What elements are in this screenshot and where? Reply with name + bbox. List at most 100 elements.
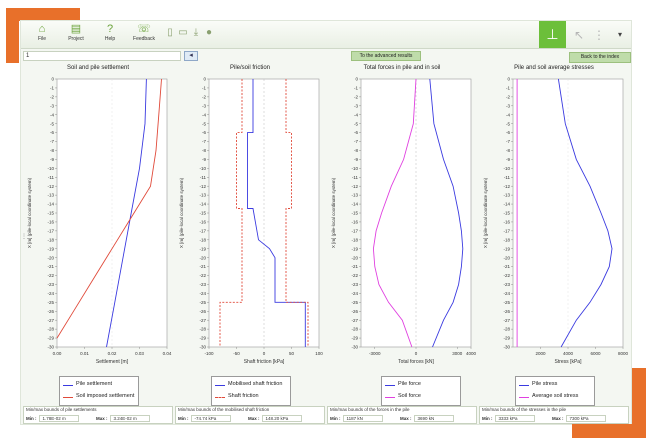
y-tick-label: -15 bbox=[351, 211, 358, 216]
y-tick-label: -13 bbox=[351, 193, 358, 198]
bounds-title: Min/max bounds of the mobilised shaft fr… bbox=[178, 407, 270, 412]
y-tick-label: -3 bbox=[50, 103, 54, 108]
y-tick-label: 0 bbox=[51, 77, 54, 82]
y-tick-label: -6 bbox=[354, 130, 358, 135]
y-tick-label: -4 bbox=[354, 112, 358, 117]
max-label: Max : bbox=[248, 416, 260, 421]
decorative-corner-bottom-right bbox=[572, 424, 646, 438]
min-value: 3333 kPa bbox=[494, 415, 535, 422]
series-line-mobilised-shaft-friction bbox=[247, 79, 306, 347]
previous-button[interactable]: ◂ bbox=[184, 51, 198, 61]
y-tick-label: -25 bbox=[351, 300, 358, 305]
y-tick-label: -18 bbox=[351, 237, 358, 242]
series-line-pile-stress bbox=[557, 78, 613, 348]
y-tick-label: -1 bbox=[202, 86, 206, 91]
home-icon: ⌂ bbox=[38, 23, 46, 35]
series-line-soil-imposed-settlement bbox=[56, 78, 162, 339]
y-tick-label: -17 bbox=[351, 228, 358, 233]
feedback-button[interactable]: ☏ Feedback bbox=[129, 23, 159, 47]
y-tick-label: -9 bbox=[506, 157, 510, 162]
legend-swatch-mobilised bbox=[215, 385, 225, 386]
bounds-min: Min : -74.74 kPa bbox=[178, 415, 231, 422]
min-value: 1.78E-02 m bbox=[38, 415, 79, 422]
y-tick-label: -10 bbox=[47, 166, 54, 171]
app-window: ⌂ File ▤ Project ? Help ☏ Feedback ▯ ▭ ⤓… bbox=[20, 20, 632, 425]
pile-icon[interactable]: ⊥ bbox=[539, 21, 566, 48]
y-tick-label: -12 bbox=[47, 184, 54, 189]
x-tick-label: 4000 bbox=[563, 351, 574, 356]
stresses-bounds-panel: Min/max bounds of the stresses in the pi… bbox=[479, 406, 629, 424]
x-tick-label: 0.03 bbox=[135, 351, 144, 356]
y-tick-label: -26 bbox=[503, 309, 510, 314]
settings-icon[interactable]: ⋮ bbox=[593, 28, 605, 42]
y-tick-label: -26 bbox=[199, 309, 206, 314]
y-tick-label: -27 bbox=[351, 318, 358, 323]
legend-swatch-shaft bbox=[215, 397, 225, 398]
x-tick-label: 0 bbox=[263, 351, 266, 356]
chart-title: Pile/soil friction bbox=[229, 65, 270, 71]
y-tick-label: -29 bbox=[199, 336, 206, 341]
y-tick-label: -3 bbox=[506, 103, 510, 108]
x-tick-label: 0.02 bbox=[108, 351, 117, 356]
y-tick-label: -19 bbox=[199, 246, 206, 251]
settlement-chart: Soil and pile settlement 0 -1 -2 -3 -4 -5 -6 -7… bbox=[23, 65, 173, 387]
x-tick-label: 0.00 bbox=[53, 351, 62, 356]
y-tick-label: -6 bbox=[202, 130, 206, 135]
y-tick-label: -2 bbox=[506, 94, 510, 99]
cursor-icon[interactable]: ↖ bbox=[573, 28, 585, 42]
bounds-max: Max :7300 kPa bbox=[552, 415, 606, 422]
bounds-max: Max :3690 kN bbox=[400, 415, 454, 422]
y-tick-label: -19 bbox=[47, 246, 54, 251]
advanced-results-button[interactable]: To the advanced results bbox=[351, 51, 421, 61]
legend-item-soil-force: Soil force bbox=[398, 393, 421, 399]
y-tick-label: -17 bbox=[199, 228, 206, 233]
y-tick-label: -14 bbox=[351, 202, 358, 207]
side-resize-handle[interactable]: ⋮ bbox=[21, 234, 27, 240]
x-tick-label: 6000 bbox=[590, 351, 601, 356]
y-tick-label: -30 bbox=[199, 345, 206, 350]
legend-swatch-soil-force bbox=[385, 397, 395, 398]
file-button[interactable]: ⌂ File bbox=[27, 23, 57, 47]
y-tick-label: -29 bbox=[351, 336, 358, 341]
y-tick-label: -5 bbox=[202, 121, 206, 126]
y-tick-label: -2 bbox=[202, 94, 206, 99]
menu-dropdown[interactable]: ▾ bbox=[617, 30, 622, 39]
y-tick-label: -3 bbox=[354, 103, 358, 108]
download-icon[interactable]: ⤓ bbox=[193, 27, 199, 38]
chart-title: Pile and soil average stresses bbox=[514, 65, 594, 71]
y-tick-label: -25 bbox=[503, 300, 510, 305]
y-tick-label: -29 bbox=[503, 336, 510, 341]
legend-swatch-soil-stress bbox=[519, 397, 529, 398]
back-to-index-button[interactable]: Back to the index bbox=[569, 52, 631, 63]
max-value: 3690 kN bbox=[413, 415, 454, 422]
legend-item-soil-settlement: Soil imposed settlement bbox=[76, 393, 135, 399]
y-tick-label: -16 bbox=[503, 220, 510, 225]
y-tick-label: -24 bbox=[351, 291, 358, 296]
help-icon: ? bbox=[106, 23, 114, 35]
y-tick-label: -28 bbox=[351, 327, 358, 332]
results-bar: 1 ◂ To the advanced results Back to the … bbox=[21, 50, 631, 63]
open-folder-icon[interactable]: ▭ bbox=[178, 27, 188, 38]
y-tick-label: -4 bbox=[202, 112, 206, 117]
settlement-legend: Pile settlement Soil imposed settlement bbox=[59, 376, 139, 406]
min-value: -74.74 kPa bbox=[190, 415, 231, 422]
y-tick-label: -10 bbox=[503, 166, 510, 171]
y-tick-label: -16 bbox=[47, 220, 54, 225]
y-tick-label: -18 bbox=[47, 237, 54, 242]
project-button[interactable]: ▤ Project bbox=[61, 23, 91, 47]
help-button[interactable]: ? Help bbox=[95, 23, 125, 47]
bounds-min: Min :3333 kPa bbox=[482, 415, 535, 422]
y-tick-label: -13 bbox=[47, 193, 54, 198]
stage-field[interactable]: 1 bbox=[23, 51, 181, 61]
new-file-icon[interactable]: ▯ bbox=[167, 27, 173, 38]
x-tick-label: -50 bbox=[233, 351, 240, 356]
y-axis-label: X [m] (pile-local coordinate system) bbox=[483, 177, 488, 248]
feedback-label: Feedback bbox=[133, 36, 155, 42]
y-tick-label: -12 bbox=[503, 184, 510, 189]
y-tick-label: -9 bbox=[202, 157, 206, 162]
y-tick-label: -7 bbox=[506, 139, 510, 144]
y-tick-label: -19 bbox=[351, 246, 358, 251]
save-icon[interactable]: ● bbox=[205, 27, 213, 38]
max-value: 7300 kPa bbox=[565, 415, 606, 422]
y-tick-label: -8 bbox=[354, 148, 358, 153]
